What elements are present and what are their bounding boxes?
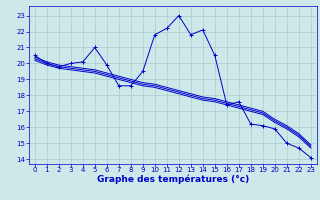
X-axis label: Graphe des températures (°c): Graphe des températures (°c) bbox=[97, 175, 249, 184]
